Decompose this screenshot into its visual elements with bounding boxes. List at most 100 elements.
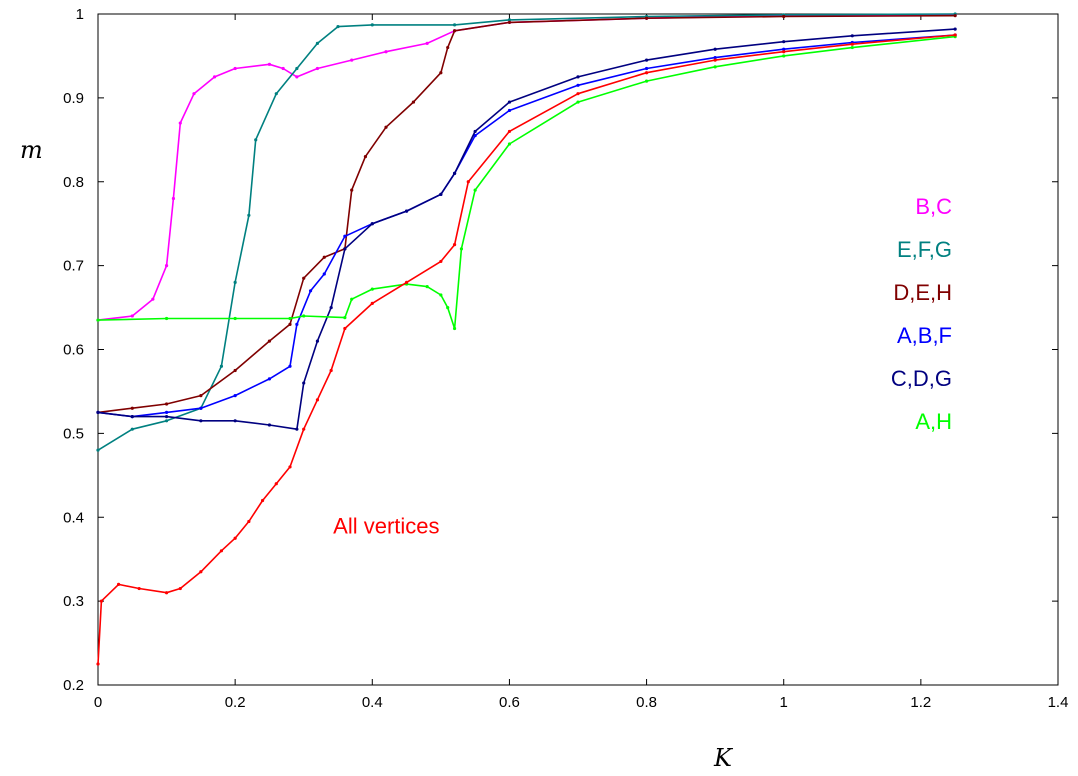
data-point	[137, 586, 141, 591]
data-point	[439, 293, 443, 297]
data-point	[295, 66, 299, 71]
data-point	[953, 14, 957, 18]
y-tick-label: 0.2	[63, 677, 84, 694]
series-6	[96, 33, 957, 666]
data-point	[713, 65, 717, 69]
legend-entry: D,E,H	[893, 280, 952, 305]
data-point	[281, 66, 285, 71]
labels-layer: B,C E,F,G D,E,H A,B,F C,D,G A,H All vertices	[333, 194, 952, 539]
data-point	[164, 410, 169, 415]
data-point	[370, 301, 374, 305]
legend-entry: A,H	[915, 409, 952, 434]
data-point	[199, 570, 203, 574]
data-point	[151, 297, 155, 301]
data-point	[507, 100, 512, 104]
data-point	[452, 23, 457, 27]
data-point	[411, 100, 416, 104]
data-point	[254, 138, 258, 142]
x-tick-label: 0.4	[362, 694, 383, 711]
legend-entry: A,B,F	[897, 323, 952, 348]
data-point	[425, 41, 429, 45]
data-point	[850, 42, 854, 46]
data-point	[322, 255, 326, 259]
data-point	[452, 243, 457, 247]
data-point	[288, 465, 292, 469]
data-point	[439, 71, 443, 75]
data-point	[576, 75, 580, 79]
data-point	[233, 536, 237, 540]
data-point	[644, 71, 649, 75]
data-point	[164, 419, 169, 423]
data-point	[644, 79, 649, 83]
data-point	[644, 16, 649, 20]
data-point	[274, 92, 278, 96]
data-point	[130, 415, 134, 419]
data-point	[404, 209, 409, 213]
data-point	[130, 314, 134, 318]
data-point	[315, 41, 320, 45]
data-point	[782, 54, 786, 58]
legend-entry: E,F,G	[897, 237, 952, 262]
data-point	[267, 377, 272, 381]
data-point	[233, 316, 237, 321]
data-point	[782, 14, 786, 19]
data-point	[267, 339, 272, 343]
x-tick-label: 1	[780, 694, 788, 711]
series-layer	[96, 12, 957, 666]
series-line	[97, 35, 956, 330]
series-3	[96, 33, 957, 419]
data-point	[164, 415, 169, 419]
data-point	[199, 419, 203, 423]
data-point	[130, 406, 134, 410]
data-point	[96, 318, 100, 322]
data-point	[192, 92, 196, 96]
y-tick-label: 0.9	[63, 90, 84, 107]
data-point	[336, 24, 340, 29]
data-point	[439, 259, 443, 264]
data-point	[473, 188, 477, 192]
y-axis-label: m	[20, 136, 43, 164]
data-point	[644, 66, 649, 71]
data-point	[288, 322, 292, 326]
data-point	[782, 50, 786, 54]
data-point	[343, 247, 347, 251]
data-point	[130, 427, 134, 431]
data-point	[576, 100, 580, 104]
data-point	[233, 419, 237, 423]
data-point	[171, 196, 176, 201]
data-point	[199, 394, 203, 398]
series-line	[97, 28, 956, 430]
data-point	[452, 171, 457, 175]
data-point	[302, 427, 306, 431]
legend-entry: B,C	[915, 194, 952, 219]
data-point	[446, 305, 450, 310]
data-point	[247, 519, 251, 524]
data-point	[295, 75, 299, 79]
data-point	[99, 599, 104, 603]
data-point	[384, 50, 388, 54]
data-point	[315, 398, 320, 402]
data-point	[576, 83, 580, 87]
data-point	[350, 297, 354, 301]
data-point	[713, 47, 717, 51]
y-tick-label: 0.7	[63, 258, 84, 275]
data-point	[302, 276, 306, 280]
data-point	[164, 591, 169, 595]
data-point	[233, 280, 237, 284]
data-point	[288, 316, 292, 321]
data-point	[850, 34, 854, 38]
data-point	[96, 410, 100, 415]
x-tick-label: 0.2	[225, 694, 246, 711]
data-point	[199, 406, 203, 410]
data-point	[178, 586, 182, 591]
data-point	[404, 280, 409, 284]
data-point	[452, 326, 457, 331]
data-point	[507, 108, 512, 113]
legend-entry: C,D,G	[891, 366, 952, 391]
data-point	[274, 482, 278, 486]
data-point	[164, 402, 169, 406]
data-point	[288, 364, 292, 368]
data-point	[473, 134, 477, 138]
data-point	[507, 129, 512, 134]
data-point	[267, 62, 272, 66]
